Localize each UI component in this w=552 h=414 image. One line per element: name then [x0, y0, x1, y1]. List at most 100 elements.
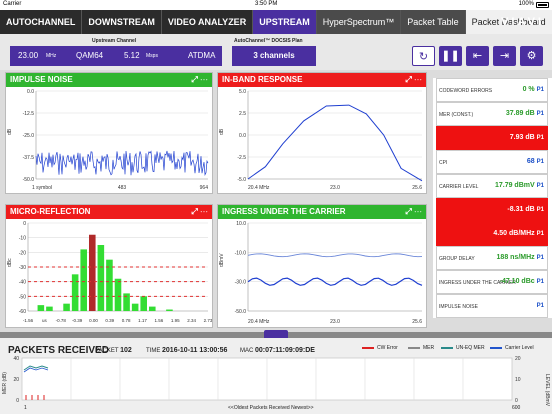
tab-upstream[interactable]: UPSTREAM: [253, 10, 317, 34]
tab-hyperspectrum[interactable]: HyperSpectrum™: [316, 10, 402, 34]
x-tick-label: 0.00: [89, 318, 98, 323]
y-tick-label: -30: [19, 265, 26, 271]
x-tick-label: us: [42, 318, 48, 323]
y-axis-label: dB: [219, 128, 225, 135]
micro-reflection-bar: [37, 305, 45, 311]
x-tick-label: 0.39: [105, 318, 114, 323]
metric-port: P1: [536, 255, 544, 261]
metric-label: CODEWORD ERRORS: [439, 88, 493, 94]
micro-reflection-bar: [106, 259, 113, 311]
x-tick-label: 20.4 MHz: [248, 185, 270, 191]
metric-port: P1: [536, 111, 544, 117]
clock: 3:50 PM: [255, 1, 278, 7]
tab-packet-table[interactable]: Packet Table: [401, 10, 466, 34]
micro-reflection-bar: [149, 306, 156, 311]
x-tick-label: 0.78: [122, 318, 131, 323]
inband-response-header: IN-BAND RESPONSE ⤢ ⋯: [218, 73, 426, 87]
x-end: 600: [512, 405, 521, 411]
packet-navigation[interactable]: <<Oldest Packets Received Newest>>: [228, 405, 314, 411]
micro-reflection-bar: [140, 296, 147, 311]
packet-info: PACKET 102: [95, 347, 132, 354]
packets-panel: PACKETS RECEIVED PACKET 102 TIME 2016-10…: [0, 338, 552, 414]
impulse-noise-title: IMPULSE NOISE: [10, 75, 73, 84]
micro-reflection-bar: [89, 234, 96, 311]
micro-reflection-panel: MICRO-REFLECTION ⤢ ⋯ 0 -10 -20 -30 -40 -50 -60…: [5, 204, 213, 328]
tab-packet-dashboard[interactable]: Packet Dashboard: [465, 10, 552, 34]
ingress-upper-trace: [247, 253, 423, 258]
metric-row[interactable]: CPI 68 P1: [436, 150, 548, 174]
pause-icon[interactable]: ❚❚: [439, 46, 462, 66]
y-tick-label: -30.0: [235, 280, 247, 286]
x-start: 1: [24, 405, 27, 411]
metric-label: MER (CONST.): [439, 112, 474, 118]
docsis-plan-button[interactable]: 3 channels: [232, 46, 316, 66]
metric-value: 0 % P1: [522, 86, 544, 93]
metric-value: 7.93 dB P1: [509, 134, 544, 141]
inband-response-panel: IN-BAND RESPONSE ⤢ ⋯ 5.0 2.5 0.0 -2.5 -5.0 dB…: [217, 72, 427, 194]
expand-icon[interactable]: ⤢ ⋯: [405, 75, 422, 84]
x-tick-label: 483: [118, 185, 127, 191]
x-tick-label: 25.6: [412, 319, 422, 325]
metric-value: -47.10 dBc P1: [499, 278, 544, 285]
ingress-chart: 10.0 -10.0 -30.0 -50.0 dBmV 20.4 MHz 23.0 25.6: [219, 221, 423, 325]
battery-icon: [536, 2, 549, 8]
metric-port: P1: [536, 231, 544, 237]
y-tick-label: 10.0: [236, 221, 246, 227]
symbol-rate-unit: Msps: [146, 53, 158, 59]
packet-label: PACKET: [95, 348, 119, 354]
inband-response-trace: [247, 104, 423, 182]
metric-row[interactable]: -8.31 dB P1: [436, 198, 548, 222]
carrier-level-trace: [23, 367, 49, 373]
metric-row[interactable]: CODEWORD ERRORS 0 % P1: [436, 78, 548, 102]
metric-label: GROUP DELAY: [439, 256, 475, 262]
metric-value: P1: [535, 302, 544, 309]
metric-value: 4.50 dB/MHz P1: [493, 230, 544, 237]
metric-row[interactable]: MER (CONST.) 37.89 dB P1: [436, 102, 548, 126]
metric-row[interactable]: CARRIER LEVEL 17.79 dBmV P1: [436, 174, 548, 198]
next-icon[interactable]: ⇥: [493, 46, 516, 66]
status-bar: Carrier 3:50 PM 100%: [0, 0, 552, 10]
metric-row[interactable]: GROUP DELAY 188 ns/MHz P1: [436, 246, 548, 270]
drag-handle[interactable]: [264, 330, 288, 340]
tab-autochannel[interactable]: AUTOCHANNEL: [0, 10, 83, 34]
x-tick-label: 23.0: [330, 319, 340, 325]
previous-icon[interactable]: ⇤: [466, 46, 489, 66]
time-label: TIME: [146, 348, 161, 354]
y-tick-label: -20: [19, 250, 26, 256]
packet-time: 2016-10-11 13:00:56: [162, 347, 228, 354]
micro-reflection-bar: [114, 278, 122, 311]
gear-icon[interactable]: ⚙: [520, 46, 543, 66]
y-tick-label: -50: [19, 294, 26, 300]
metric-label: CPI: [439, 160, 448, 166]
ingress-header: INGRESS UNDER THE CARRIER ⤢ ⋯: [218, 205, 426, 219]
expand-icon[interactable]: ⤢ ⋯: [191, 207, 208, 216]
y-tick-label: 0.0: [27, 89, 34, 95]
micro-reflection-header: MICRO-REFLECTION ⤢ ⋯: [6, 205, 212, 219]
viavi-logo: VIAVI: [501, 16, 544, 28]
frequency-unit: MHz: [46, 53, 57, 59]
packets-footer: 1 <<Oldest Packets Received Newest>> 600: [0, 405, 552, 414]
ingress-panel: INGRESS UNDER THE CARRIER ⤢ ⋯ 10.0 -10.0 -…: [217, 204, 427, 328]
tab-downstream[interactable]: DOWNSTREAM: [82, 10, 162, 34]
micro-reflection-chart: 0 -10 -20 -30 -40 -50 -60 dBc -1.56 us -0.78 -0.39 0…: [7, 221, 212, 323]
left-axis-label: MER (dB): [2, 372, 8, 394]
impulse-noise-panel: IMPULSE NOISE ⤢ ⋯ 0.0 -12.5 -25.0 -37.5 -50.…: [5, 72, 213, 194]
plan-label: AutoChannel™ DOCSIS Plan: [234, 38, 303, 44]
y-tick-label: 0: [23, 221, 26, 227]
y-tick-label: -25.0: [23, 133, 35, 139]
tab-video-analyzer[interactable]: VIDEO ANALYZER: [162, 10, 254, 34]
x-tick-label: 20.4 MHz: [248, 319, 270, 325]
micro-reflection-bar: [63, 303, 70, 311]
micro-reflection-bar: [131, 303, 139, 311]
metric-row[interactable]: 4.50 dB/MHz P1: [436, 222, 548, 246]
metric-value: 68 P1: [526, 158, 544, 165]
metric-row[interactable]: IMPULSE NOISE P1: [436, 294, 548, 318]
refresh-icon[interactable]: ↻: [412, 46, 435, 66]
metric-value: 37.89 dB P1: [505, 110, 544, 117]
metric-row[interactable]: 7.93 dB P1: [436, 126, 548, 150]
expand-icon[interactable]: ⤢ ⋯: [405, 207, 422, 216]
metric-row[interactable]: INGRESS UNDER THE CARRIER -47.10 dBc P1: [436, 270, 548, 294]
expand-icon[interactable]: ⤢ ⋯: [191, 75, 208, 84]
upstream-channel-selector[interactable]: 23.00 MHz QAM64 5.12 Msps ATDMA: [10, 46, 222, 66]
y-tick-label: -50.0: [23, 177, 35, 183]
